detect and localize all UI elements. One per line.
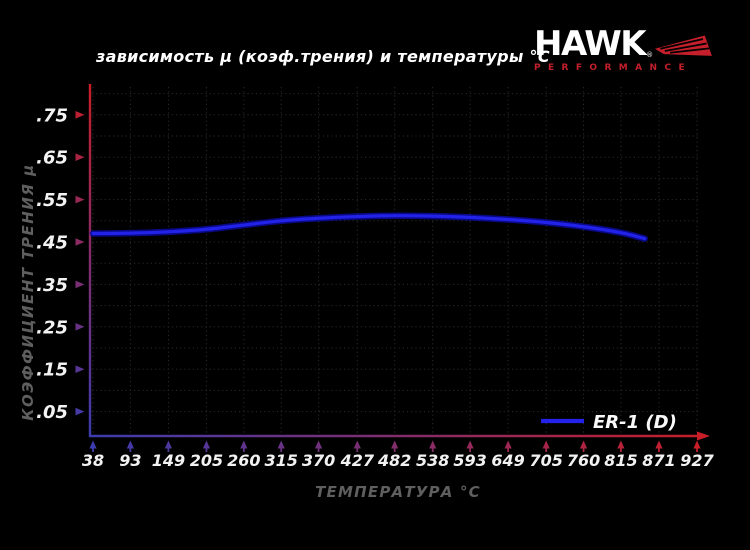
y-tick-arrow-icon (75, 195, 85, 204)
x-tick-label: 205 (190, 451, 223, 470)
x-tick-arrow-stem (92, 448, 94, 452)
x-tick-arrow-stem (507, 448, 510, 452)
axes (88, 84, 710, 441)
x-tick-label: 427 (340, 451, 375, 470)
x-tick-arrow-stem (469, 448, 471, 452)
x-tick-arrow-icon (466, 440, 474, 449)
x-tick-label: 927 (680, 451, 714, 470)
x-tick-arrow-stem (431, 448, 434, 452)
x-tick-arrow-icon (617, 440, 625, 449)
x-tick-arrow-icon (391, 440, 399, 449)
x-tick-arrow-icon (579, 440, 588, 449)
x-tick-arrow-stem (242, 448, 245, 452)
x-tick-label: 815 (604, 451, 637, 470)
x-tick-label: 38 (82, 451, 104, 470)
x-tick-arrow-stem (205, 448, 208, 452)
hawk-logo-text: HAWK (534, 24, 647, 64)
y-tick-arrow-icon (75, 323, 85, 331)
y-tick-arrow-icon (75, 407, 85, 416)
tick-labels: .05 .15 .25 .35 .45 .55 .65 .75 38 93 149 205 260 315… (36, 105, 714, 470)
x-tick-arrow-stem (393, 448, 396, 452)
y-tick-arrow-icon (75, 238, 85, 246)
y-tick-arrow-icon (75, 153, 85, 161)
x-tick-arrow-stem (129, 448, 132, 452)
y-axis-title: КОЭФФИЦИЕНТ ТРЕНИЯ μ (19, 163, 37, 421)
y-tick-arrow-icon (75, 280, 85, 289)
x-tick-arrow-icon (542, 440, 550, 449)
registered-trademark: ® (646, 51, 654, 59)
x-tick-arrow-stem (696, 448, 698, 452)
x-tick-arrow-stem (167, 448, 170, 452)
hawk-logo: HAWK ® PERFORMANCE (534, 24, 712, 73)
y-tick-label: .05 (36, 402, 68, 423)
hawk-wing-icon (655, 35, 712, 56)
x-tick-label: 93 (119, 451, 141, 470)
x-tick-arrow-stem (545, 448, 548, 452)
x-tick-arrow-stem (317, 448, 320, 452)
chart-title: зависимость μ (коэф.трения) и температур… (96, 47, 550, 66)
x-tick-arrow-icon (693, 440, 701, 449)
x-tick-arrow-icon (655, 440, 663, 449)
y-tick-label: .15 (36, 360, 68, 381)
gridlines (92, 87, 701, 434)
x-tick-label: 593 (453, 451, 486, 470)
series-curves (89, 212, 648, 242)
x-tick-arrow-stem (620, 448, 622, 452)
x-tick-label: 370 (302, 451, 335, 470)
x-tick-arrow-stem (658, 448, 660, 452)
x-tick-arrow-stem (280, 448, 283, 452)
y-tick-arrow-icon (75, 111, 85, 119)
performance-label: PERFORMANCE (534, 63, 693, 73)
x-axis-arrowhead-icon (697, 431, 710, 441)
x-tick-arrow-stem (356, 448, 359, 452)
series-curve-halo (89, 212, 648, 242)
y-tick-arrow-icon (75, 365, 85, 373)
x-tick-label: 482 (377, 451, 411, 470)
x-tick-arrow-icon (126, 440, 134, 449)
x-tick-label: 149 (152, 451, 185, 470)
x-tick-label: 705 (529, 451, 562, 470)
x-tick-label: 260 (227, 451, 260, 470)
x-tick-arrow-icon (164, 440, 173, 449)
x-tick-arrow-icon (89, 440, 97, 449)
x-tick-arrow-icon (240, 440, 248, 449)
x-tick-arrow-icon (429, 440, 437, 449)
y-tick-label: .45 (36, 233, 68, 254)
x-tick-label: 315 (264, 451, 297, 470)
y-tick-label: .75 (36, 105, 68, 126)
series-curve (91, 214, 647, 241)
x-tick-arrow-icon (277, 440, 285, 449)
y-tick-label: .35 (36, 275, 68, 296)
hawk-logo-row: HAWK ® (534, 24, 712, 64)
x-tick-arrow-icon (314, 440, 323, 449)
tick-arrow-marks (75, 111, 701, 452)
x-tick-label: 538 (416, 451, 449, 470)
x-tick-arrow-icon (353, 440, 361, 449)
y-tick-label: .55 (36, 190, 68, 211)
x-tick-label: 871 (642, 451, 675, 470)
legend: ER-1 (D) (541, 412, 677, 433)
y-tick-label: .25 (36, 317, 68, 338)
x-tick-arrow-icon (202, 440, 211, 449)
x-axis-title: ТЕМПЕРАТУРА °C (315, 483, 481, 501)
x-tick-arrow-stem (582, 448, 585, 452)
x-tick-arrow-icon (504, 440, 512, 449)
x-tick-label: 760 (567, 451, 600, 470)
legend-label: ER-1 (D) (593, 412, 677, 433)
x-tick-label: 649 (491, 451, 524, 470)
y-tick-label: .65 (36, 148, 68, 169)
